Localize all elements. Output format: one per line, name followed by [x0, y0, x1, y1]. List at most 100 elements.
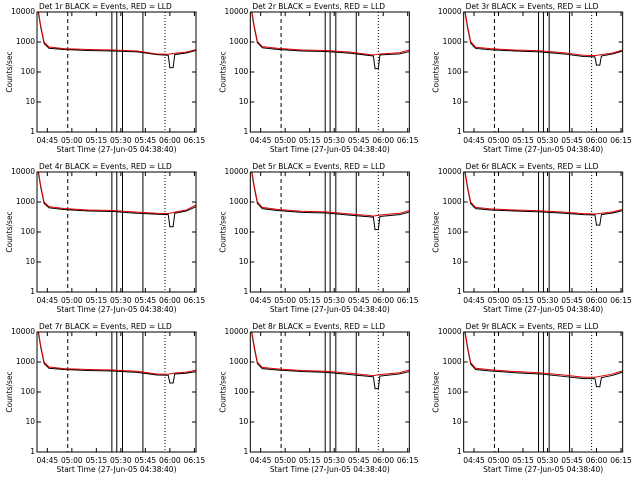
- series-line: [251, 12, 410, 56]
- y-tick-label: 10: [452, 97, 462, 106]
- x-tick-label: 06:15: [184, 136, 206, 145]
- x-tick-label: 06:15: [610, 296, 632, 305]
- y-tick-label: 1000: [443, 37, 462, 46]
- y-tick-label: 100: [21, 387, 36, 396]
- y-tick-label: 1000: [16, 37, 35, 46]
- x-tick-label: 05:15: [512, 456, 534, 465]
- y-tick-label: 1000: [229, 197, 248, 206]
- y-tick-label: 100: [447, 387, 462, 396]
- chart-title: Det 6r BLACK = Events, RED = LLD: [466, 162, 599, 171]
- x-tick-label: 05:15: [86, 136, 108, 145]
- y-tick-label: 100: [447, 67, 462, 76]
- y-tick-label: 10: [25, 417, 35, 426]
- x-tick-label: 06:15: [184, 296, 206, 305]
- y-tick-label: 1: [244, 127, 249, 136]
- x-tick-label: 04:45: [37, 296, 59, 305]
- x-tick-label: 05:45: [135, 296, 157, 305]
- panel: Det 9r BLACK = Events, RED = LLD 1 10 100 10…: [432, 322, 632, 474]
- x-tick-label: 06:00: [159, 456, 181, 465]
- x-tick-label: 05:15: [512, 136, 534, 145]
- x-tick-label: 05:45: [561, 136, 583, 145]
- y-axis-label: Counts/sec: [432, 51, 441, 92]
- y-tick-label: 1: [244, 287, 249, 296]
- series-line: [464, 332, 623, 388]
- x-tick-label: 05:15: [299, 296, 321, 305]
- x-axis-label: Start Time (27-Jun-05 04:38:40): [270, 145, 390, 154]
- series-line: [37, 332, 196, 384]
- y-tick-label: 10: [25, 97, 35, 106]
- y-tick-label: 1000: [16, 197, 35, 206]
- series-line: [37, 172, 196, 228]
- y-tick-label: 1: [457, 447, 462, 456]
- x-tick-label: 06:15: [397, 136, 419, 145]
- x-axis-label: Start Time (27-Jun-05 04:38:40): [57, 465, 177, 474]
- panel: Det 8r BLACK = Events, RED = LLD 1 10 100 10…: [218, 322, 418, 474]
- y-tick-label: 10: [25, 257, 35, 266]
- y-tick-label: 10: [452, 257, 462, 266]
- x-tick-label: 05:45: [348, 136, 370, 145]
- x-tick-label: 05:45: [135, 456, 157, 465]
- x-tick-label: 05:00: [488, 456, 510, 465]
- x-tick-label: 06:15: [610, 456, 632, 465]
- x-tick-label: 06:15: [397, 296, 419, 305]
- x-tick-label: 06:00: [586, 456, 608, 465]
- series-line: [38, 172, 196, 215]
- panel: Det 2r BLACK = Events, RED = LLD 1 10 100 10…: [218, 2, 418, 154]
- chart-title: Det 2r BLACK = Events, RED = LLD: [252, 2, 385, 11]
- x-tick-label: 05:00: [488, 296, 510, 305]
- y-tick-label: 10: [239, 97, 249, 106]
- chart-title: Det 1r BLACK = Events, RED = LLD: [39, 2, 172, 11]
- x-tick-label: 05:00: [274, 296, 296, 305]
- y-tick-label: 1: [457, 287, 462, 296]
- y-tick-label: 1000: [16, 357, 35, 366]
- y-tick-label: 10000: [438, 167, 462, 176]
- x-tick-label: 05:15: [299, 456, 321, 465]
- x-tick-label: 05:30: [323, 456, 345, 465]
- x-axis-label: Start Time (27-Jun-05 04:38:40): [483, 305, 603, 314]
- x-tick-label: 04:45: [463, 456, 485, 465]
- x-tick-label: 04:45: [37, 136, 59, 145]
- x-tick-label: 05:45: [561, 296, 583, 305]
- x-tick-label: 06:00: [372, 456, 394, 465]
- series-line: [38, 12, 196, 55]
- chart-title: Det 3r BLACK = Events, RED = LLD: [466, 2, 599, 11]
- y-tick-label: 1: [30, 287, 35, 296]
- x-tick-label: 05:15: [512, 296, 534, 305]
- y-tick-label: 1000: [229, 37, 248, 46]
- y-tick-label: 100: [234, 67, 249, 76]
- y-tick-label: 10000: [438, 7, 462, 16]
- panel: Det 5r BLACK = Events, RED = LLD 1 10 100 10…: [218, 162, 418, 314]
- series-line: [464, 12, 623, 66]
- series-line: [38, 332, 196, 375]
- x-tick-label: 05:30: [110, 296, 132, 305]
- y-tick-label: 10000: [224, 167, 248, 176]
- x-tick-label: 04:45: [37, 456, 59, 465]
- x-tick-label: 05:15: [86, 456, 108, 465]
- x-axis-label: Start Time (27-Jun-05 04:38:40): [57, 305, 177, 314]
- y-tick-label: 1: [30, 447, 35, 456]
- y-tick-label: 10000: [11, 7, 35, 16]
- x-tick-label: 05:30: [110, 136, 132, 145]
- x-axis-label: Start Time (27-Jun-05 04:38:40): [483, 465, 603, 474]
- x-tick-label: 05:30: [537, 136, 559, 145]
- chart-title: Det 4r BLACK = Events, RED = LLD: [39, 162, 172, 171]
- chart-title: Det 9r BLACK = Events, RED = LLD: [466, 322, 599, 331]
- x-tick-label: 06:00: [159, 296, 181, 305]
- series-line: [251, 12, 410, 70]
- x-tick-label: 06:00: [586, 296, 608, 305]
- y-tick-label: 1000: [443, 357, 462, 366]
- series-line: [464, 172, 623, 215]
- y-tick-label: 1: [30, 127, 35, 136]
- y-axis-label: Counts/sec: [218, 51, 227, 92]
- x-tick-label: 06:15: [610, 136, 632, 145]
- y-tick-label: 1000: [443, 197, 462, 206]
- y-axis-label: Counts/sec: [5, 371, 14, 412]
- series-line: [37, 12, 196, 69]
- y-tick-label: 1: [457, 127, 462, 136]
- chart-title: Det 5r BLACK = Events, RED = LLD: [252, 162, 385, 171]
- y-tick-label: 10000: [224, 327, 248, 336]
- x-tick-label: 06:00: [159, 136, 181, 145]
- chart-title: Det 8r BLACK = Events, RED = LLD: [252, 322, 385, 331]
